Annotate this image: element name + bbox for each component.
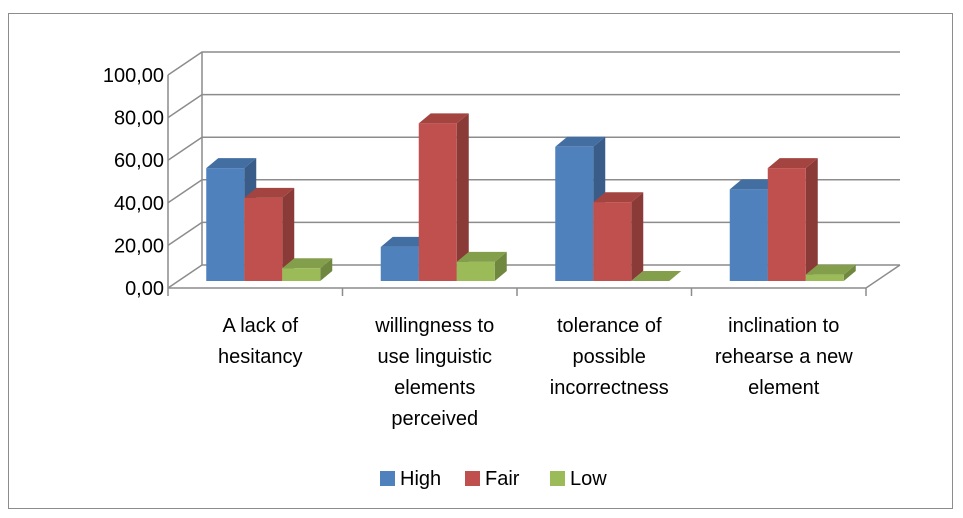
bar-side	[631, 192, 644, 281]
gridline	[167, 136, 900, 161]
legend-swatch-low	[550, 471, 565, 486]
bar-fair	[767, 158, 818, 281]
gridline	[167, 51, 900, 76]
x-category-label: perceived	[391, 408, 478, 430]
bar-side	[805, 158, 818, 281]
y-tick-label: 80,00	[114, 108, 164, 130]
x-category-label: willingness to	[374, 315, 494, 337]
legend: High Fair Low	[380, 468, 607, 490]
bar-front	[418, 123, 457, 281]
legend-swatch-high	[380, 471, 395, 486]
x-category-label: elements	[394, 377, 475, 399]
bar-low	[456, 251, 507, 281]
bar-top	[206, 158, 257, 169]
bar-top	[767, 158, 818, 169]
x-category-label: rehearse a new	[715, 346, 853, 368]
bar-fair	[418, 113, 469, 281]
bar-front	[244, 197, 283, 281]
x-category-label: element	[748, 377, 820, 399]
bar-front	[805, 274, 844, 281]
bar-front	[729, 189, 768, 281]
bar-top	[244, 187, 295, 198]
bar-low	[631, 271, 682, 281]
bar-front	[593, 202, 632, 281]
legend-label-high: High	[400, 468, 441, 490]
bar-top	[380, 236, 431, 247]
bar-top	[729, 179, 780, 190]
y-tick-label: 100,00	[103, 65, 164, 87]
bars-layer	[206, 113, 856, 281]
bar-side	[494, 251, 507, 281]
x-category-label: use linguistic	[377, 346, 492, 368]
bar-side	[282, 187, 295, 281]
y-tick-label: 40,00	[114, 193, 164, 215]
bar-low	[805, 264, 856, 281]
labels-layer: 0,00 20,00 40,00 60,00 80,00 100,00 A lack of h…	[103, 65, 853, 430]
bar-side	[320, 258, 333, 281]
y-tick-label: 0,00	[125, 278, 164, 300]
bar-top	[418, 113, 469, 124]
legend-label-low: Low	[570, 468, 607, 490]
bar-side	[456, 113, 469, 281]
bar-front	[206, 168, 245, 281]
bar-top	[805, 264, 856, 275]
y-tick-label: 20,00	[114, 235, 164, 257]
bar-fair	[244, 187, 295, 281]
bar-top	[593, 192, 644, 203]
y-tick-label: 60,00	[114, 150, 164, 172]
x-category-label: hesitancy	[218, 346, 303, 368]
axis-layer	[167, 52, 901, 296]
bar-front	[282, 268, 321, 281]
legend-swatch-fair	[465, 471, 480, 486]
bar-low	[282, 258, 333, 281]
bar-front	[555, 146, 594, 281]
bar-top	[555, 136, 606, 147]
legend-label-fair: Fair	[485, 468, 520, 490]
x-category-label: possible	[573, 346, 646, 368]
x-category-label: inclination to	[728, 315, 839, 337]
bar-front	[767, 168, 806, 281]
bar-side	[843, 264, 856, 281]
bar-high	[206, 158, 257, 281]
bar-top	[631, 271, 682, 281]
bar-top	[456, 251, 507, 262]
bar-fair	[593, 192, 644, 281]
gridline	[167, 93, 900, 119]
bar-front	[456, 261, 495, 281]
bar-front	[380, 246, 419, 281]
bar-top	[282, 258, 333, 269]
x-category-label: incorrectness	[550, 377, 669, 399]
x-category-label: A lack of	[222, 315, 298, 337]
x-category-label: tolerance of	[557, 315, 662, 337]
